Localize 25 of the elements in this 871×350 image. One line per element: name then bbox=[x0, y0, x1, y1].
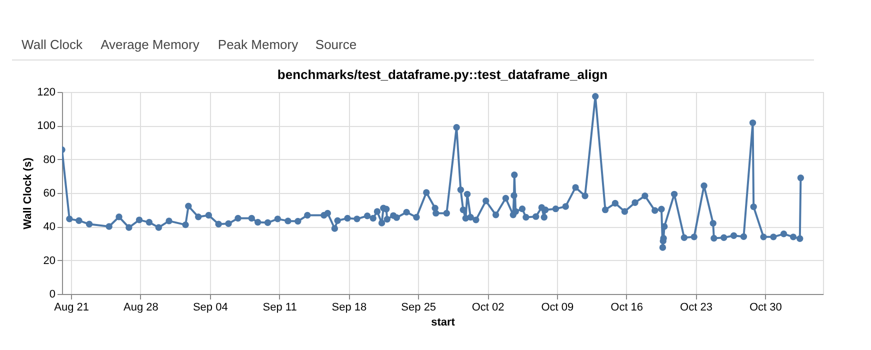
x-tick-label: Oct 23 bbox=[680, 302, 712, 314]
x-tick-label: Sep 18 bbox=[332, 302, 367, 314]
x-tick-label: Oct 16 bbox=[610, 302, 644, 314]
x-axis-title: start bbox=[431, 316, 456, 328]
x-tick-label: Sep 11 bbox=[262, 302, 297, 314]
y-tick-label: 20 bbox=[43, 254, 56, 267]
y-tick-label: 120 bbox=[37, 86, 56, 98]
x-tick-label: Aug 28 bbox=[124, 302, 158, 314]
x-tick-label: Oct 02 bbox=[472, 302, 504, 314]
text: Peak Memory bbox=[218, 37, 299, 52]
x-tick-label: Sep 04 bbox=[192, 302, 228, 314]
text: Wall Clock bbox=[22, 37, 83, 52]
x-tick-label: Sep 25 bbox=[401, 302, 436, 314]
x-tick-label: Oct 09 bbox=[541, 302, 574, 314]
x-tick-label: Oct 30 bbox=[749, 302, 782, 314]
x-tick-label: Aug 21 bbox=[54, 302, 90, 314]
y-tick-label: 0 bbox=[49, 288, 56, 300]
y-axis-title: Wall Clock (s) bbox=[22, 157, 34, 230]
y-tick-label: 40 bbox=[43, 221, 56, 234]
y-tick-label: 80 bbox=[43, 154, 56, 166]
text: Source bbox=[315, 37, 357, 52]
text: Average Memory bbox=[100, 37, 200, 52]
y-tick-label: 100 bbox=[37, 120, 56, 132]
chart-title: benchmarks/test_dataframe.py::test_dataframe_align bbox=[277, 67, 608, 82]
y-tick-label: 60 bbox=[43, 188, 56, 200]
